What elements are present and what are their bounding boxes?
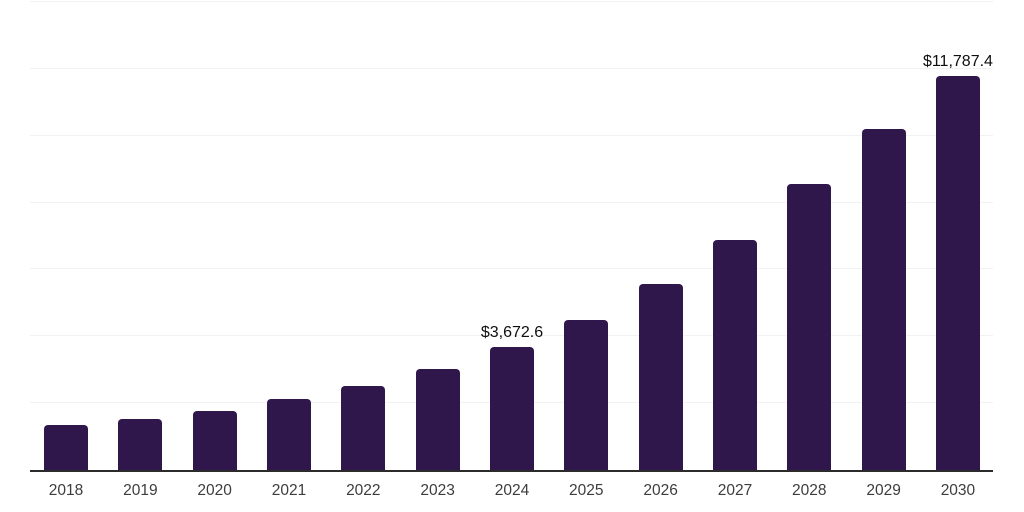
bar <box>266 399 311 470</box>
bar <box>935 75 980 470</box>
bars-row: $3,672.6 $11,787.4 <box>30 2 993 470</box>
gridline <box>30 67 993 69</box>
gridline <box>30 1 993 2</box>
bar <box>44 425 88 470</box>
bar <box>564 319 609 470</box>
bar-column-2020 <box>192 2 237 470</box>
x-tick-label: 2023 <box>420 482 455 499</box>
bar <box>118 419 163 470</box>
bar-column-2022 <box>341 2 386 470</box>
bar-column-2021 <box>266 2 311 470</box>
gridline <box>30 268 993 270</box>
gridline <box>30 335 993 337</box>
bar <box>787 184 832 470</box>
bar-column-2027 <box>712 2 757 470</box>
x-tick-label: 2030 <box>940 482 976 499</box>
x-tick-label: 2026 <box>643 482 678 499</box>
bar-column-2023 <box>415 2 460 470</box>
bar-column-2019 <box>118 2 163 470</box>
bar <box>638 284 683 470</box>
x-tick-label: 2028 <box>792 482 827 499</box>
bar-column-2029 <box>861 2 906 470</box>
bar-column-2030: $11,787.4 <box>923 2 993 470</box>
bar <box>861 128 906 470</box>
x-tick-label: 2025 <box>569 482 604 499</box>
bar-column-2018 <box>44 2 88 470</box>
bar <box>415 369 460 470</box>
value-label: $3,672.6 <box>480 324 544 342</box>
x-tick-label: 2019 <box>123 482 158 499</box>
x-tick-label: 2027 <box>717 482 753 499</box>
bar <box>712 240 757 470</box>
x-tick-label: 2024 <box>494 482 530 499</box>
x-tick-label: 2018 <box>48 482 84 499</box>
bar-column-2028 <box>787 2 832 470</box>
x-tick-label: 2020 <box>197 482 232 499</box>
bar <box>341 386 386 470</box>
plot-area: $3,672.6 $11,787.4 <box>30 1 993 472</box>
bar <box>192 411 237 470</box>
x-axis-labels: 2018 2019 2020 2021 2022 2023 2024 2025 2026 2027… <box>30 482 993 500</box>
gridline <box>30 134 993 136</box>
value-label: $11,787.4 <box>922 52 993 70</box>
bar-column-2024: $3,672.6 <box>481 2 543 470</box>
x-tick-label: 2029 <box>866 482 901 499</box>
x-tick-label: 2021 <box>271 482 307 499</box>
x-tick-label: 2022 <box>346 482 381 499</box>
bar-column-2025 <box>564 2 609 470</box>
bar <box>489 347 534 470</box>
gridline <box>30 201 993 203</box>
bar-column-2026 <box>638 2 683 470</box>
